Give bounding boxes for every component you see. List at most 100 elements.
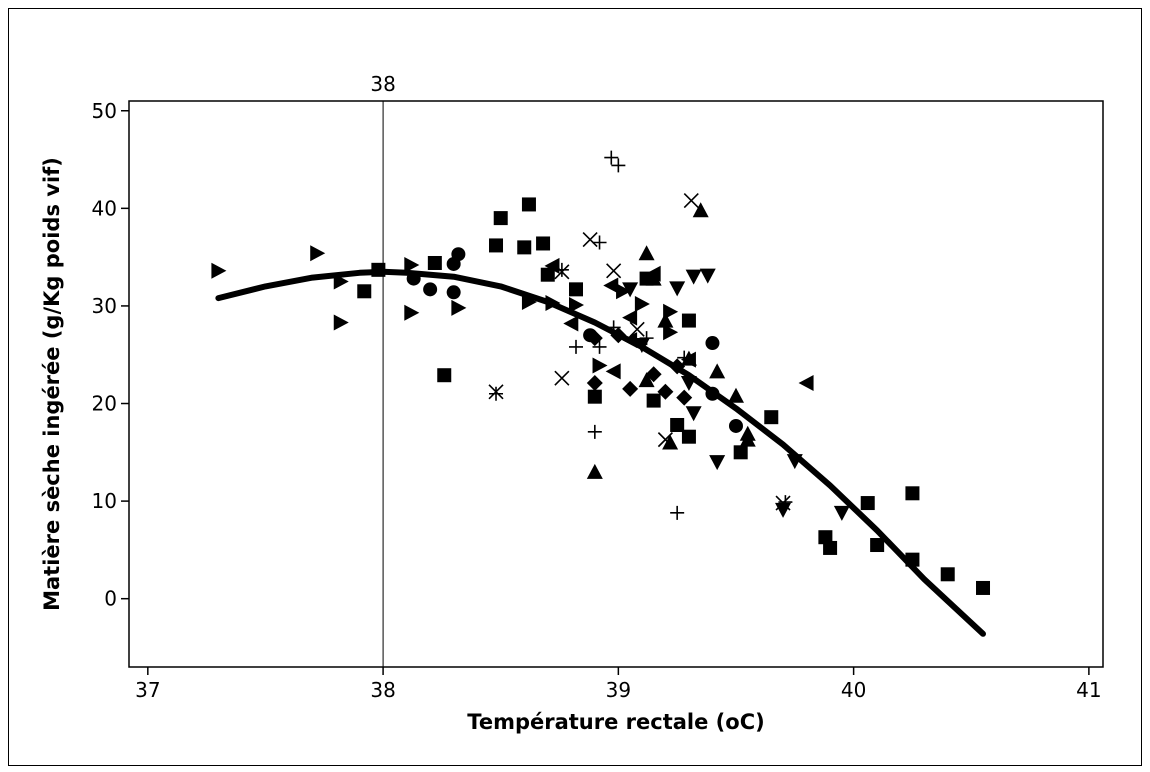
- point-circle-3: [451, 247, 466, 262]
- point-x-3: [582, 232, 598, 248]
- point-plus-0: [489, 386, 504, 401]
- y-axis-title: Matière sèche ingérée (g/Kg poids vif): [40, 157, 64, 611]
- point-square-8: [536, 236, 551, 251]
- point-triangle-right-5: [404, 304, 420, 321]
- reference-line-group: 38: [370, 72, 396, 667]
- point-triangle-up-8: [692, 202, 709, 218]
- point-diamond-5: [657, 383, 674, 400]
- point-square-2: [427, 255, 442, 270]
- point-square-25: [940, 567, 955, 582]
- point-triangle-up-7: [709, 363, 726, 379]
- point-square-13: [646, 393, 661, 408]
- point-circle-6: [705, 336, 720, 351]
- point-triangle-up-11: [739, 425, 756, 441]
- point-x-5: [629, 321, 645, 337]
- point-square-10: [569, 282, 584, 297]
- x-tick-label-3: 40: [841, 678, 866, 702]
- x-tick-label-4: 41: [1076, 678, 1101, 702]
- x-tick-label-2: 39: [606, 678, 631, 702]
- point-triangle-right-6: [451, 299, 467, 316]
- point-square-26: [976, 580, 991, 595]
- point-triangle-up-5: [662, 434, 679, 450]
- point-triangle-up-2: [645, 270, 662, 286]
- point-triangle-right-10: [592, 357, 608, 374]
- scatter-chart: 38 37 38 39 40 41 0 10 20 30 40 50 Température re…: [40, 72, 1104, 734]
- point-triangle-down-0: [622, 282, 639, 298]
- point-circle-4: [446, 285, 461, 300]
- point-triangle-left-4: [622, 309, 638, 326]
- point-square-11: [587, 389, 602, 404]
- point-triangle-right-11: [616, 283, 632, 300]
- y-tick-label-4: 40: [92, 196, 117, 220]
- point-triangle-up-1: [638, 245, 655, 261]
- y-axis: 0 10 20 30 40 50: [92, 99, 129, 611]
- x-tick-label-1: 38: [370, 678, 395, 702]
- point-square-3: [437, 368, 452, 383]
- y-tick-label-0: 0: [104, 587, 117, 611]
- point-triangle-down-6: [699, 268, 716, 284]
- point-square-9: [540, 267, 555, 282]
- point-circle-8: [728, 418, 743, 433]
- point-x-8: [775, 495, 791, 511]
- point-square-17: [733, 445, 748, 460]
- y-tick-label-3: 30: [92, 294, 117, 318]
- point-triangle-right-0: [211, 262, 227, 279]
- point-triangle-right-9: [569, 296, 585, 313]
- point-plus-8: [611, 158, 626, 173]
- point-square-4: [489, 238, 504, 253]
- point-square-14: [670, 417, 685, 432]
- point-triangle-left-2: [603, 277, 619, 294]
- point-square-6: [517, 240, 532, 255]
- point-plus-9: [639, 331, 654, 346]
- point-triangle-down-5: [685, 269, 702, 285]
- y-tick-label-1: 10: [92, 489, 117, 513]
- point-plus-5: [592, 339, 607, 354]
- point-triangle-right-7: [521, 294, 537, 311]
- point-triangle-left-3: [605, 363, 621, 380]
- point-plus-6: [604, 150, 619, 165]
- point-square-20: [823, 540, 838, 555]
- point-square-21: [860, 496, 875, 511]
- point-plus-1: [554, 262, 569, 277]
- point-diamond-4: [645, 366, 662, 383]
- plot-area: [128, 100, 1104, 668]
- x-tick-label-0: 37: [135, 678, 160, 702]
- point-triangle-left-1: [563, 315, 579, 332]
- x-axis: 37 38 39 40 41: [135, 667, 1102, 702]
- point-triangle-right-1: [310, 245, 326, 262]
- data-points: [211, 150, 991, 595]
- point-x-7: [683, 192, 699, 209]
- fit-curve: [215, 268, 986, 637]
- point-diamond-7: [676, 389, 693, 406]
- point-triangle-up-4: [657, 312, 674, 328]
- point-plus-2: [569, 339, 584, 354]
- point-triangle-down-7: [709, 455, 726, 471]
- point-triangle-down-4: [685, 406, 702, 422]
- point-triangle-up-3: [638, 372, 655, 388]
- point-triangle-down-8: [775, 502, 792, 518]
- point-triangle-right-12: [634, 295, 650, 312]
- point-square-19: [818, 530, 833, 545]
- point-square-7: [521, 197, 536, 212]
- point-diamond-0: [586, 375, 603, 392]
- point-plus-12: [778, 495, 793, 510]
- point-triangle-down-2: [669, 281, 686, 297]
- point-square-5: [493, 211, 508, 226]
- x-axis-title: Température rectale (oC): [467, 710, 764, 734]
- point-plus-10: [670, 505, 685, 520]
- point-x-1: [554, 370, 570, 386]
- point-square-15: [681, 313, 696, 328]
- y-tick-label-5: 50: [92, 99, 117, 123]
- point-triangle-right-2: [333, 314, 349, 331]
- chart-frame: 38 37 38 39 40 41 0 10 20 30 40 50 Température re…: [8, 8, 1142, 766]
- point-x-4: [606, 263, 622, 279]
- point-circle-1: [423, 282, 438, 297]
- point-triangle-up-0: [586, 463, 603, 479]
- point-triangle-left-8: [798, 375, 814, 392]
- point-triangle-up-9: [727, 387, 744, 403]
- reference-line-label: 38: [370, 72, 395, 96]
- point-plus-4: [592, 235, 607, 250]
- point-square-0: [357, 284, 372, 299]
- point-square-18: [764, 410, 779, 425]
- point-square-22: [870, 538, 885, 553]
